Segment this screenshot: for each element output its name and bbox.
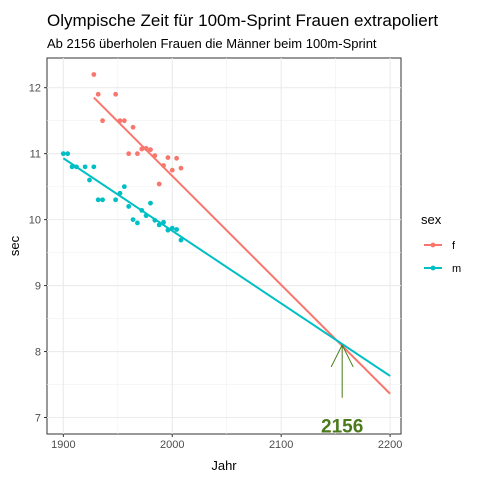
legend-label-f: f [452,240,456,252]
legend-key-point-f [430,242,436,248]
data-point-m [126,204,132,209]
y-tick-label: 11 [30,149,41,161]
data-points [60,72,184,243]
x-axis-title: Jahr [211,458,237,473]
data-point-f [165,155,171,161]
legend: sex fm [421,212,461,275]
data-point-f [161,163,166,168]
data-point-m [69,164,75,170]
y-tick-label: 9 [35,281,41,293]
data-point-f [156,181,162,187]
data-point-f [117,118,123,124]
x-tick-label: 2200 [378,439,402,451]
annotation-arrow-head-left [330,344,343,368]
annotation-label: 2156 [321,417,363,438]
data-point-m [152,217,158,223]
data-point-f [121,118,127,124]
data-point-m [130,217,136,223]
data-point-m [113,197,119,203]
data-point-m [161,219,166,225]
data-point-m [148,200,153,206]
y-tick-label: 10 [29,215,41,227]
data-point-m [178,237,184,243]
trend-line-m [62,157,391,377]
data-point-m [143,213,149,219]
data-point-f [139,146,145,152]
legend-label-m: m [452,263,461,275]
y-tick-label: 8 [35,347,41,359]
y-tick-label: 7 [35,413,41,425]
data-point-m [139,207,145,213]
chart-title: Olympische Zeit für 100m-Sprint Frauen e… [47,11,438,30]
data-point-f [100,118,105,124]
data-point-f [143,145,149,151]
data-point-f [174,155,180,161]
plot-panel [46,57,402,435]
annotation: 2156 [321,344,363,438]
data-point-f [135,151,140,157]
y-tick-label: 12 [29,83,41,95]
data-point-m [87,177,92,183]
legend-key-point-m [430,265,436,271]
data-point-f [95,91,101,97]
y-axis-title: sec [7,235,22,256]
data-point-m [100,197,105,203]
x-tick-label: 2100 [269,439,293,451]
data-point-m [165,227,171,233]
data-point-f [178,165,184,171]
data-point-m [60,151,66,157]
data-point-m [65,151,71,157]
data-point-m [95,197,101,203]
data-point-m [135,220,140,226]
data-point-m [156,222,162,228]
trend-lines [62,96,391,395]
data-point-f [113,91,119,97]
x-tick-label: 2000 [160,439,184,451]
data-point-f [169,167,175,173]
data-point-m [174,227,180,232]
data-point-m [82,164,88,170]
data-point-m [121,184,127,190]
data-point-f [126,151,132,157]
data-point-m [117,190,123,196]
x-tick-label: 1900 [51,439,75,451]
data-point-f [130,124,136,130]
data-point-f [152,153,158,159]
legend-title: sex [421,212,442,227]
data-point-f [148,147,153,153]
data-point-m [74,164,79,170]
data-point-f [91,72,97,77]
trend-line-f [93,96,391,395]
chart-subtitle: Ab 2156 überholen Frauen die Männer beim… [47,36,377,51]
data-point-m [169,225,175,231]
annotation-arrow-head-right [341,344,354,368]
data-point-m [91,164,97,170]
axis-ticks: 1900 2000 2100 2200 7 8 9 10 11 12 [29,83,403,451]
